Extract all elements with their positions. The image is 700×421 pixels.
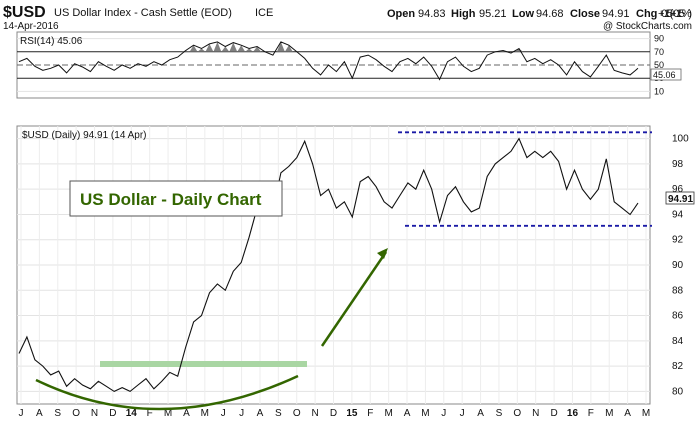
high-label: High: [451, 8, 476, 20]
x-tick-label: 16: [567, 408, 579, 419]
x-tick-label: D: [550, 408, 557, 419]
annotation-box: [69, 180, 283, 217]
x-tick-label: O: [293, 408, 301, 419]
close-value: 94.91: [602, 8, 630, 20]
x-tick-label: J: [19, 408, 24, 419]
price-tick-label: 80: [672, 386, 684, 397]
price-tick-label: 86: [672, 311, 684, 322]
x-tick-label: F: [147, 408, 153, 419]
chg-label: Chg: [636, 8, 657, 20]
x-tick-label: F: [367, 408, 373, 419]
open-value: 94.83: [418, 8, 446, 20]
price-label: $USD (Daily) 94.91 (14 Apr): [22, 130, 147, 141]
x-tick-label: F: [588, 408, 594, 419]
rsi-tick-label: 50: [654, 60, 664, 70]
x-tick-label: M: [384, 408, 392, 419]
x-tick-label: 15: [346, 408, 358, 419]
rsi-overbought-fill: [276, 41, 285, 52]
rsi-tick-label: 10: [654, 86, 664, 96]
rsi-current-badge: 45.06: [653, 70, 676, 80]
x-tick-label: A: [477, 408, 484, 419]
high-value: 95.21: [479, 8, 507, 20]
x-tick-label: N: [91, 408, 98, 419]
rsi-line: [18, 41, 639, 81]
x-tick-label: A: [624, 408, 631, 419]
rsi-overbought-fill: [237, 45, 246, 52]
last-price-badge: 94.91: [668, 194, 693, 205]
x-tick-label: A: [183, 408, 190, 419]
price-tick-label: 92: [672, 235, 684, 246]
price-tick-label: 88: [672, 285, 684, 296]
x-tick-label: N: [312, 408, 319, 419]
rsi-overbought-fill: [213, 41, 222, 52]
price-tick-label: 98: [672, 159, 684, 170]
x-tick-label: S: [496, 408, 503, 419]
rsi-tick-label: 90: [654, 34, 664, 44]
x-tick-label: O: [513, 408, 521, 419]
chart-date: 14-Apr-2016: [3, 21, 59, 32]
rounding-bottom-arc: [35, 374, 299, 411]
x-tick-label: S: [54, 408, 61, 419]
price-tick-label: 96: [672, 184, 684, 195]
rsi-overbought-fill: [205, 43, 214, 52]
base-zone: [100, 361, 307, 367]
rsi-overbought-fill: [197, 48, 206, 52]
x-tick-label: M: [164, 408, 172, 419]
instrument-name: US Dollar Index - Cash Settle (EOD): [54, 7, 232, 19]
rsi-overbought-fill: [189, 45, 198, 52]
rsi-overbought-fill: [245, 48, 254, 52]
chg-value: +0.15 (+0.15%): [658, 8, 692, 20]
last-price-badge-bg: [665, 191, 695, 205]
close-label: Close: [570, 8, 600, 20]
x-tick-label: J: [221, 408, 226, 419]
x-tick-label: J: [441, 408, 446, 419]
rsi-overbought-fill: [253, 46, 262, 52]
x-tick-label: D: [330, 408, 337, 419]
x-tick-label: M: [605, 408, 613, 419]
trend-arrow: [320, 251, 388, 347]
rsi-tick-label: 70: [654, 47, 664, 57]
x-tick-label: M: [201, 408, 209, 419]
watermark: @ StockCharts.com: [603, 21, 692, 32]
price-tick-label: 90: [672, 260, 684, 271]
x-tick-label: A: [404, 408, 411, 419]
x-tick-label: J: [460, 408, 465, 419]
x-tick-label: M: [421, 408, 429, 419]
rsi-overbought-fill: [284, 45, 293, 52]
low-value: 94.68: [536, 8, 564, 20]
x-tick-label: M: [642, 408, 650, 419]
x-tick-label: J: [239, 408, 244, 419]
exchange-label: ICE: [255, 7, 273, 19]
rsi-overbought-fill: [221, 46, 230, 52]
x-tick-label: N: [532, 408, 539, 419]
rsi-overbought-fill: [229, 42, 238, 52]
price-tick-label: 94: [672, 209, 684, 220]
open-label: Open: [387, 8, 415, 20]
x-tick-label: 14: [126, 408, 138, 419]
x-tick-label: O: [72, 408, 80, 419]
price-tick-label: 100: [672, 134, 689, 145]
x-tick-label: D: [109, 408, 116, 419]
chart-annotation: US Dollar - Daily Chart: [80, 190, 262, 209]
x-tick-label: S: [275, 408, 282, 419]
trend-arrow-head: [377, 248, 388, 259]
low-label: Low: [512, 8, 534, 20]
rsi-current-badge-bg: [650, 68, 682, 81]
symbol-title: $USD: [3, 4, 46, 21]
price-tick-label: 82: [672, 361, 684, 372]
x-tick-label: A: [257, 408, 264, 419]
rsi-label: RSI(14) 45.06: [20, 36, 83, 47]
price-line: [18, 137, 639, 393]
price-tick-label: 84: [672, 336, 684, 347]
x-tick-label: A: [36, 408, 43, 419]
